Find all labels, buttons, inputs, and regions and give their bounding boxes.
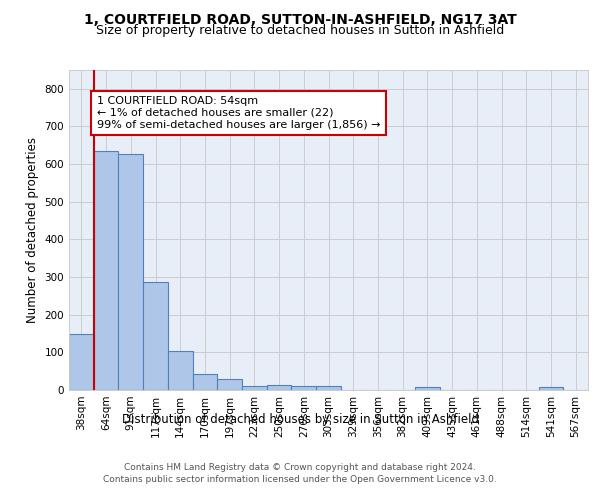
Bar	[143, 282, 168, 390]
Bar	[316, 386, 341, 390]
Text: Distribution of detached houses by size in Sutton in Ashfield: Distribution of detached houses by size …	[121, 412, 479, 426]
Text: Size of property relative to detached houses in Sutton in Ashfield: Size of property relative to detached ho…	[96, 24, 504, 37]
Text: 1, COURTFIELD ROAD, SUTTON-IN-ASHFIELD, NG17 3AT: 1, COURTFIELD ROAD, SUTTON-IN-ASHFIELD, …	[83, 12, 517, 26]
Bar	[292, 386, 316, 390]
Y-axis label: Number of detached properties: Number of detached properties	[26, 137, 39, 323]
Bar	[193, 374, 217, 390]
Bar	[94, 151, 118, 390]
Text: 1 COURTFIELD ROAD: 54sqm
← 1% of detached houses are smaller (22)
99% of semi-de: 1 COURTFIELD ROAD: 54sqm ← 1% of detache…	[97, 96, 380, 130]
Bar	[415, 387, 440, 390]
Bar	[118, 154, 143, 390]
Bar	[267, 386, 292, 390]
Text: Contains HM Land Registry data © Crown copyright and database right 2024.
Contai: Contains HM Land Registry data © Crown c…	[103, 462, 497, 484]
Bar	[69, 334, 94, 390]
Bar	[539, 387, 563, 390]
Bar	[217, 379, 242, 390]
Bar	[242, 386, 267, 390]
Bar	[168, 351, 193, 390]
